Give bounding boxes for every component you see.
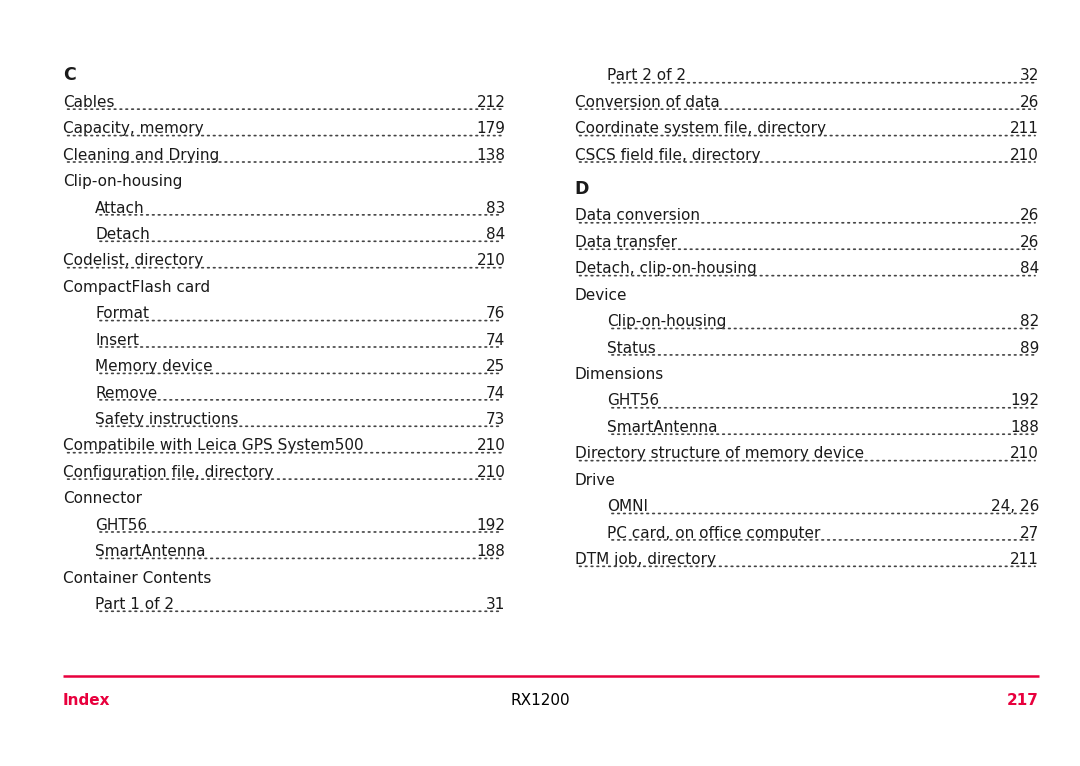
Text: Data conversion: Data conversion — [575, 208, 700, 224]
Text: 32: 32 — [1020, 68, 1039, 83]
Text: Data transfer: Data transfer — [575, 235, 676, 250]
Text: CompactFlash card: CompactFlash card — [63, 280, 210, 295]
Text: SmartAntenna: SmartAntenna — [607, 420, 717, 435]
Text: Capacity, memory: Capacity, memory — [63, 121, 203, 136]
Text: D: D — [575, 180, 589, 198]
Text: 210: 210 — [476, 465, 505, 480]
Text: 179: 179 — [476, 121, 505, 136]
Text: Cables: Cables — [63, 95, 114, 110]
Text: Clip-on-housing: Clip-on-housing — [607, 314, 727, 329]
Text: 210: 210 — [476, 438, 505, 453]
Text: 89: 89 — [1020, 341, 1039, 355]
Text: Coordinate system file, directory: Coordinate system file, directory — [575, 121, 825, 136]
Text: Part 2 of 2: Part 2 of 2 — [607, 68, 686, 83]
Text: 210: 210 — [476, 254, 505, 268]
Text: Configuration file, directory: Configuration file, directory — [63, 465, 273, 480]
Text: 192: 192 — [476, 518, 505, 532]
Text: 76: 76 — [486, 306, 505, 321]
Text: Container Contents: Container Contents — [63, 571, 211, 585]
Text: DTM job, directory: DTM job, directory — [575, 552, 716, 567]
Text: Insert: Insert — [95, 332, 139, 348]
Text: 188: 188 — [1010, 420, 1039, 435]
Text: OMNI: OMNI — [607, 499, 648, 514]
Text: Drive: Drive — [575, 473, 616, 488]
Text: Part 1 of 2: Part 1 of 2 — [95, 597, 174, 612]
Text: 31: 31 — [486, 597, 505, 612]
Text: Status: Status — [607, 341, 656, 355]
Text: Dimensions: Dimensions — [575, 367, 664, 382]
Text: 25: 25 — [486, 359, 505, 374]
Text: Remove: Remove — [95, 385, 158, 401]
Text: Device: Device — [575, 288, 627, 303]
Text: GHT56: GHT56 — [95, 518, 147, 532]
Text: 83: 83 — [486, 201, 505, 215]
Text: 212: 212 — [476, 95, 505, 110]
Text: Format: Format — [95, 306, 149, 321]
Text: Compatibile with Leica GPS System500: Compatibile with Leica GPS System500 — [63, 438, 363, 453]
Text: Codelist, directory: Codelist, directory — [63, 254, 203, 268]
Text: C: C — [63, 67, 76, 84]
Text: 217: 217 — [1007, 692, 1039, 708]
Text: 82: 82 — [1020, 314, 1039, 329]
Text: SmartAntenna: SmartAntenna — [95, 544, 205, 559]
Text: GHT56: GHT56 — [607, 394, 659, 408]
Text: 26: 26 — [1020, 95, 1039, 110]
Text: Memory device: Memory device — [95, 359, 213, 374]
Text: Detach: Detach — [95, 227, 150, 242]
Text: 26: 26 — [1020, 208, 1039, 224]
Text: Conversion of data: Conversion of data — [575, 95, 719, 110]
Text: RX1200: RX1200 — [510, 692, 570, 708]
Text: Index: Index — [63, 692, 110, 708]
Text: 84: 84 — [1020, 261, 1039, 277]
Text: 26: 26 — [1020, 235, 1039, 250]
Text: Detach, clip-on-housing: Detach, clip-on-housing — [575, 261, 756, 277]
Text: 192: 192 — [1010, 394, 1039, 408]
Text: 27: 27 — [1020, 525, 1039, 541]
Text: 74: 74 — [486, 332, 505, 348]
Text: PC card, on office computer: PC card, on office computer — [607, 525, 821, 541]
Text: 73: 73 — [486, 412, 505, 427]
Text: 210: 210 — [1010, 148, 1039, 162]
Text: 211: 211 — [1010, 121, 1039, 136]
Text: Attach: Attach — [95, 201, 145, 215]
Text: 74: 74 — [486, 385, 505, 401]
Text: 138: 138 — [476, 148, 505, 162]
Text: Safety instructions: Safety instructions — [95, 412, 239, 427]
Text: 84: 84 — [486, 227, 505, 242]
Text: Clip-on-housing: Clip-on-housing — [63, 174, 183, 189]
Text: 188: 188 — [476, 544, 505, 559]
Text: 211: 211 — [1010, 552, 1039, 567]
Text: Connector: Connector — [63, 491, 141, 506]
Text: Directory structure of memory device: Directory structure of memory device — [575, 447, 864, 461]
Text: 210: 210 — [1010, 447, 1039, 461]
Text: CSCS field file, directory: CSCS field file, directory — [575, 148, 760, 162]
Text: Cleaning and Drying: Cleaning and Drying — [63, 148, 219, 162]
Text: 24, 26: 24, 26 — [990, 499, 1039, 514]
